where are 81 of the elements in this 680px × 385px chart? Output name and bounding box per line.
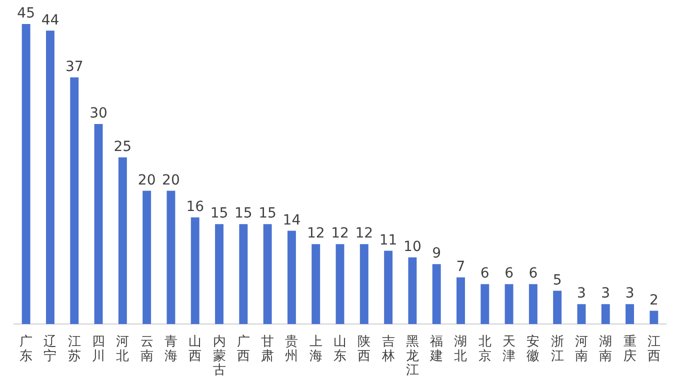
bar xyxy=(626,304,634,324)
bar xyxy=(553,290,562,324)
data-label: 15 xyxy=(234,206,252,222)
data-label: 6 xyxy=(504,266,514,282)
data-label: 10 xyxy=(404,239,422,256)
x-tick-label: 云南 xyxy=(140,334,154,364)
x-tick-label: 福建 xyxy=(429,334,444,364)
data-label: 7 xyxy=(456,259,466,276)
bar xyxy=(577,304,586,324)
x-tick-label: 湖南 xyxy=(599,334,612,364)
bar xyxy=(94,124,103,324)
data-label: 12 xyxy=(331,226,349,242)
bar xyxy=(336,244,344,324)
x-tick-label: 青海 xyxy=(164,334,178,364)
data-label: 3 xyxy=(577,286,586,302)
data-label: 6 xyxy=(528,266,538,282)
data-label: 20 xyxy=(162,172,180,188)
x-tick-label: 内蒙古 xyxy=(212,334,226,378)
data-label: 20 xyxy=(138,172,156,188)
data-label: 11 xyxy=(379,232,398,248)
bar xyxy=(650,310,658,324)
bar xyxy=(456,277,465,324)
x-tick-label: 四川 xyxy=(92,334,106,364)
x-tick-label: 重庆 xyxy=(623,334,636,364)
data-label: 3 xyxy=(625,286,634,302)
bar xyxy=(287,230,296,324)
x-tick-label: 广西 xyxy=(236,334,250,364)
x-tick-label: 黑龙江 xyxy=(406,334,419,378)
x-tick-label: 山东 xyxy=(334,334,346,364)
bar xyxy=(46,30,54,324)
x-tick-label: 河南 xyxy=(574,334,588,364)
data-label: 2 xyxy=(649,292,658,308)
bar xyxy=(408,257,417,324)
x-tick-label: 甘肃 xyxy=(261,334,274,364)
bar xyxy=(22,24,30,324)
x-tick-label: 广东 xyxy=(20,334,33,364)
x-tick-label: 上海 xyxy=(309,334,322,364)
data-label: 3 xyxy=(601,286,610,302)
data-label: 9 xyxy=(432,246,442,262)
bar xyxy=(384,250,393,324)
bar xyxy=(504,284,514,324)
x-tick-label: 陕西 xyxy=(358,334,371,364)
bar xyxy=(166,190,176,324)
x-tick-label: 天津 xyxy=(502,334,516,364)
x-tick-label: 江苏 xyxy=(68,334,81,364)
x-tick-label: 北京 xyxy=(478,334,492,364)
data-label: 6 xyxy=(480,266,490,282)
bar xyxy=(142,190,152,324)
data-label: 15 xyxy=(210,206,228,222)
data-label: 45 xyxy=(17,6,35,22)
data-label: 12 xyxy=(306,226,325,242)
bar xyxy=(480,284,490,324)
data-label: 14 xyxy=(282,212,301,228)
x-tick-label: 辽宁 xyxy=(44,334,57,364)
x-tick-label: 湖北 xyxy=(454,334,468,364)
x-tick-label: 山西 xyxy=(188,334,202,364)
x-tick-label: 安徽 xyxy=(526,334,540,364)
bar xyxy=(360,244,368,324)
bar xyxy=(528,284,538,324)
x-tick-label: 江西 xyxy=(647,334,660,364)
x-tick-label: 浙江 xyxy=(550,334,564,364)
bar xyxy=(239,224,248,324)
data-label: 16 xyxy=(186,199,204,216)
data-label: 25 xyxy=(114,139,132,156)
data-label: 5 xyxy=(552,272,562,288)
bar xyxy=(118,157,127,324)
x-tick-label: 贵州 xyxy=(285,334,298,364)
data-label: 12 xyxy=(355,226,374,242)
data-label: 30 xyxy=(90,106,108,122)
data-label: 15 xyxy=(258,206,276,222)
bar xyxy=(215,224,224,324)
x-tick-label: 河北 xyxy=(116,334,130,364)
bar xyxy=(70,77,79,324)
bar xyxy=(601,304,610,324)
bar xyxy=(432,264,441,324)
bar xyxy=(190,217,200,324)
bar xyxy=(263,224,272,324)
data-label: 44 xyxy=(41,12,60,28)
bar xyxy=(312,244,320,324)
x-tick-label: 吉林 xyxy=(380,334,395,364)
data-label: 37 xyxy=(65,58,84,75)
